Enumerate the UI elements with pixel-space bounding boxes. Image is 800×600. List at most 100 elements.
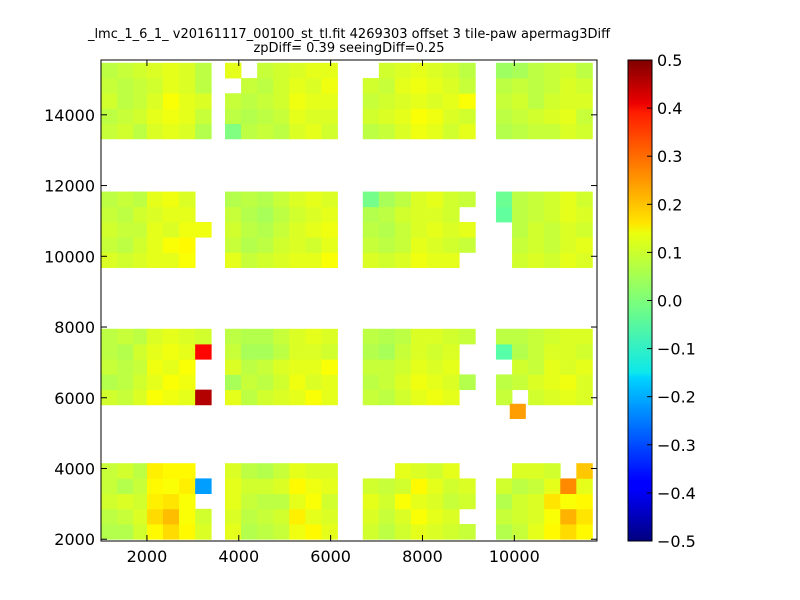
heatmap-cell — [305, 508, 322, 525]
heatmap-cell — [133, 374, 150, 391]
heatmap-cell — [163, 123, 180, 140]
heatmap-cell — [117, 493, 134, 510]
heatmap-cell — [273, 123, 290, 140]
heatmap-cell — [273, 508, 290, 525]
heatmap-cell — [305, 191, 322, 208]
heatmap-cell — [273, 62, 290, 79]
heatmap-cell — [117, 328, 134, 345]
heatmap-cell — [146, 344, 164, 360]
heatmap-cell — [117, 93, 134, 109]
heatmap-cell — [576, 206, 593, 223]
heatmap-cell — [179, 123, 196, 140]
heatmap-cell — [512, 252, 529, 269]
heatmap-cell — [495, 78, 513, 94]
heatmap-cell — [528, 478, 545, 495]
heatmap-cell — [305, 93, 322, 109]
heatmap-cell — [179, 237, 196, 253]
heatmap-cell — [528, 221, 545, 238]
heatmap-cell — [512, 221, 529, 238]
heatmap-cell — [133, 93, 150, 109]
heatmap-cell — [305, 237, 322, 253]
heatmap-cell — [163, 328, 180, 345]
heatmap-cell — [146, 478, 164, 495]
plot-frame — [100, 59, 598, 542]
heatmap-cell — [257, 252, 274, 269]
heatmap-cell — [163, 359, 180, 375]
heatmap-cell — [101, 206, 118, 223]
heatmap-cell — [225, 524, 242, 540]
heatmap-cell — [273, 359, 290, 375]
heatmap-cell — [133, 344, 150, 360]
heatmap-cell — [133, 221, 150, 238]
heatmap-cell — [179, 62, 196, 79]
heatmap-cell — [459, 524, 476, 540]
heatmap-cell — [495, 344, 513, 360]
heatmap-cell — [225, 389, 242, 406]
heatmap-cell — [427, 493, 444, 510]
heatmap-cell — [512, 344, 529, 360]
heatmap-cell — [394, 359, 412, 375]
heatmap-cell — [146, 123, 164, 140]
x-tick-label: 2000 — [127, 547, 168, 566]
heatmap-cell — [101, 374, 118, 391]
heatmap-cell — [443, 123, 460, 140]
heatmap-cell — [512, 206, 529, 223]
heatmap-cell — [544, 123, 561, 140]
heatmap-cell — [321, 221, 338, 238]
colorbar: 0.5 0.4 0.3 0.2 0.1 0.0 −0.1 −0.2 −0.3 −0.4 −0.5 — [627, 51, 696, 551]
heatmap-cell — [163, 508, 180, 525]
heatmap-cell — [179, 359, 196, 375]
heatmap-cell — [544, 108, 561, 125]
heatmap-cell — [378, 478, 396, 495]
heatmap-cell — [528, 123, 545, 140]
heatmap-cell — [146, 508, 164, 525]
heatmap-cell — [528, 108, 545, 125]
heatmap-cell — [560, 78, 577, 94]
heatmap-cell — [195, 78, 212, 94]
heatmap-cell — [163, 108, 180, 125]
heatmap-cell — [443, 108, 460, 125]
heatmap-cell — [146, 524, 164, 540]
heatmap-cell — [133, 62, 150, 79]
heatmap-cell — [179, 493, 196, 510]
heatmap-cell — [443, 328, 460, 345]
heatmap-cell — [544, 374, 561, 391]
heatmap-cell — [273, 191, 290, 208]
heatmap-cell — [443, 62, 460, 79]
heatmap-cell — [257, 508, 274, 525]
heatmap-cell — [305, 463, 322, 479]
y-tick-label: 2000 — [54, 530, 95, 549]
heatmap-cell — [163, 191, 180, 208]
heatmap-cell — [289, 237, 306, 253]
plot-area — [100, 59, 598, 542]
heatmap-cell — [273, 78, 290, 94]
heatmap-cell — [133, 524, 150, 540]
heatmap-cell — [576, 344, 593, 360]
heatmap-cell — [411, 463, 428, 479]
heatmap-cell — [528, 389, 545, 406]
heatmap-cell — [459, 78, 476, 94]
heatmap-cell — [289, 389, 306, 406]
heatmap-cell — [289, 524, 306, 540]
heatmap-cell — [289, 328, 306, 345]
heatmap-cell — [101, 93, 118, 109]
heatmap-cell — [257, 93, 274, 109]
heatmap-cell — [362, 221, 380, 238]
heatmap-cell — [378, 78, 396, 94]
heatmap-cell — [411, 328, 428, 345]
heatmap-cell — [241, 221, 258, 238]
heatmap-cell — [512, 237, 529, 253]
heatmap-cell — [512, 374, 529, 391]
heatmap-cell — [443, 463, 460, 479]
heatmap-cell — [257, 359, 274, 375]
heatmap-cell — [179, 328, 196, 345]
heatmap-cell — [544, 478, 561, 495]
heatmap-cell — [257, 78, 274, 94]
heatmap-cell — [179, 524, 196, 540]
heatmap-cell — [195, 62, 212, 79]
heatmap-cell — [195, 93, 212, 109]
y-tick-label: 14000 — [44, 106, 95, 125]
heatmap-cell — [576, 123, 593, 140]
heatmap-cell — [362, 328, 380, 345]
colorbar-tick-label: 0.0 — [657, 292, 682, 311]
